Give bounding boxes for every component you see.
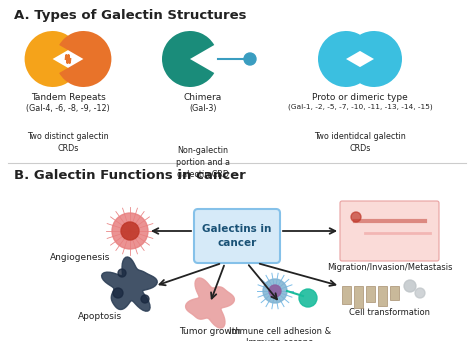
- Bar: [342, 286, 351, 304]
- Wedge shape: [318, 31, 370, 87]
- Circle shape: [113, 288, 123, 298]
- Bar: [366, 286, 375, 302]
- Wedge shape: [350, 31, 402, 87]
- Text: (Gal-3): (Gal-3): [189, 104, 217, 113]
- Text: Migration/Invasion/Metastasis: Migration/Invasion/Metastasis: [327, 263, 453, 272]
- Text: Two identidcal galectin
CRDs: Two identidcal galectin CRDs: [314, 132, 406, 153]
- Text: Tandem Repeats: Tandem Repeats: [31, 93, 105, 102]
- Text: B. Galectin Functions in cancer: B. Galectin Functions in cancer: [14, 169, 246, 182]
- Text: Non-galectin
portion and a
galectin CRD: Non-galectin portion and a galectin CRD: [176, 146, 230, 179]
- FancyBboxPatch shape: [194, 209, 280, 263]
- Text: Cell transformation: Cell transformation: [349, 308, 430, 317]
- Circle shape: [404, 280, 416, 292]
- Text: Proto or dimeric type: Proto or dimeric type: [312, 93, 408, 102]
- Text: Immune cell adhesion &
Immune escape: Immune cell adhesion & Immune escape: [229, 327, 331, 341]
- Bar: [378, 286, 387, 306]
- Wedge shape: [162, 31, 214, 87]
- Bar: [354, 286, 363, 308]
- FancyBboxPatch shape: [340, 201, 439, 261]
- Circle shape: [121, 222, 139, 240]
- Text: Two distinct galectin
CRDs: Two distinct galectin CRDs: [27, 132, 109, 153]
- Text: Galectins in
cancer: Galectins in cancer: [202, 224, 272, 248]
- Circle shape: [263, 279, 287, 303]
- Circle shape: [351, 212, 361, 222]
- Circle shape: [141, 295, 149, 303]
- Circle shape: [299, 289, 317, 307]
- Circle shape: [415, 288, 425, 298]
- Polygon shape: [186, 278, 235, 328]
- Text: Apoptosis: Apoptosis: [78, 312, 122, 321]
- Polygon shape: [101, 257, 157, 311]
- Text: Tumor growth: Tumor growth: [179, 327, 241, 336]
- Text: (Gal-1, -2, -5, -7, -10, -11, -13, -14, -15): (Gal-1, -2, -5, -7, -10, -11, -13, -14, …: [288, 104, 432, 110]
- Text: Angiogenesis: Angiogenesis: [50, 253, 110, 262]
- Bar: [390, 286, 399, 300]
- Text: (Gal-4, -6, -8, -9, -12): (Gal-4, -6, -8, -9, -12): [26, 104, 110, 113]
- Circle shape: [118, 269, 126, 277]
- Text: A. Types of Galectin Structures: A. Types of Galectin Structures: [14, 9, 246, 22]
- Text: Chimera: Chimera: [184, 93, 222, 102]
- Wedge shape: [59, 31, 111, 87]
- Wedge shape: [25, 31, 77, 87]
- Circle shape: [244, 53, 256, 65]
- Circle shape: [269, 285, 281, 297]
- Circle shape: [112, 213, 148, 249]
